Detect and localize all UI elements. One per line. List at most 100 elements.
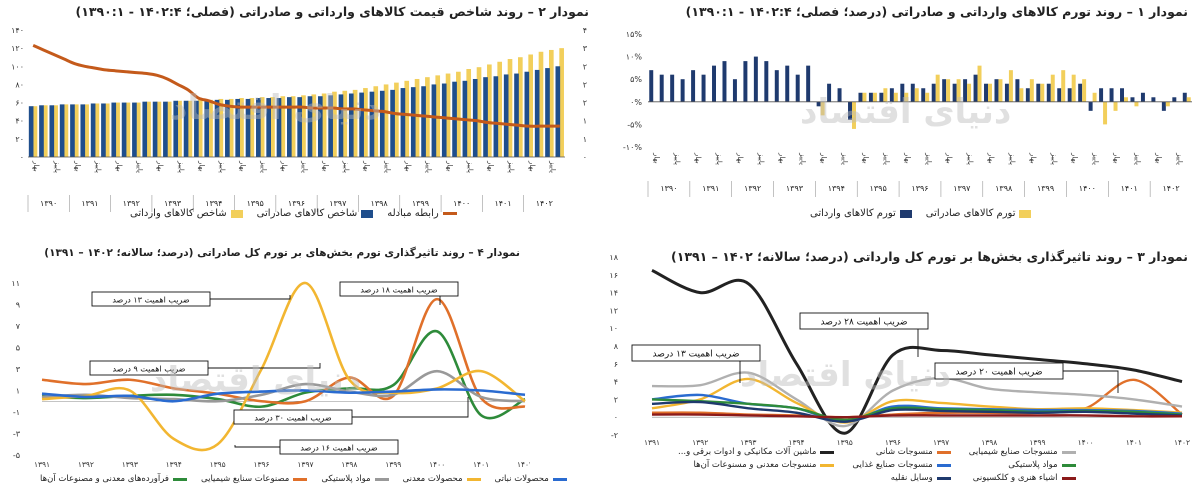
bar-import bbox=[507, 59, 513, 157]
bar-export bbox=[328, 95, 333, 157]
bar-export bbox=[39, 105, 44, 157]
x-tick-label: بهار bbox=[32, 160, 40, 172]
bar-export bbox=[555, 66, 561, 157]
x-tick-label: بهار bbox=[778, 152, 786, 164]
bar-export bbox=[545, 68, 550, 157]
bar-import bbox=[73, 104, 79, 157]
bar-import-inflation bbox=[900, 83, 905, 102]
bar-export bbox=[524, 71, 530, 157]
bar-import-inflation bbox=[931, 83, 936, 102]
x-tick-label: ۱۳۹۳ bbox=[740, 438, 756, 447]
y-tick-label: ۱۰۰ bbox=[11, 62, 24, 71]
x-tick-label: بهار bbox=[1113, 152, 1121, 164]
bar-export bbox=[421, 86, 426, 157]
bar-import-inflation bbox=[712, 65, 716, 102]
bar-export-inflation bbox=[935, 74, 940, 102]
bar-import bbox=[228, 98, 234, 157]
legend-label: منسوجات صنایع غذایی bbox=[852, 460, 933, 470]
x-tick-label: بهار bbox=[156, 160, 164, 172]
bar-import-inflation bbox=[691, 70, 696, 102]
x-tick-label: پاییز bbox=[383, 160, 391, 173]
annotation-label: ضریب اهمیت ۱۳ درصد bbox=[112, 296, 189, 305]
x-tick-label: ۱۳۹۴ bbox=[166, 460, 182, 469]
x-tick-label: بهار bbox=[487, 160, 495, 172]
x-tick-label: ۱۳۹۵ bbox=[210, 460, 226, 469]
x-tick-label: ۱۴۰۱ bbox=[473, 460, 489, 469]
x-tick-label: ۱۳۹۶ bbox=[885, 438, 901, 447]
bar-export-inflation bbox=[946, 79, 951, 102]
y-tick-label: ۱۲ bbox=[609, 306, 618, 315]
bar-export bbox=[152, 101, 158, 157]
bar-export-inflation bbox=[883, 88, 888, 102]
y-tick-label: ۸۰ bbox=[15, 80, 24, 89]
x-tick-label: پاییز bbox=[177, 160, 185, 173]
bar-export bbox=[173, 100, 179, 157]
annotation-label: ضریب اهمیت ۲۸ درصد bbox=[821, 318, 908, 328]
x-tick-label: ۱۳۹۹ bbox=[1029, 438, 1045, 447]
bar-import-inflation bbox=[879, 92, 884, 102]
bar-export bbox=[286, 97, 292, 157]
annotation-box bbox=[934, 362, 1064, 380]
bar-import bbox=[538, 51, 544, 157]
bar-export bbox=[266, 98, 271, 157]
year-label: ۱۴۰۱ bbox=[494, 199, 511, 208]
x-tick-label: بهار bbox=[280, 160, 288, 172]
bar-export bbox=[111, 102, 117, 157]
x-tick-label: ۱۳۹۶ bbox=[253, 460, 269, 469]
y-tick-label: ۳ bbox=[583, 44, 588, 53]
bar-export bbox=[28, 106, 34, 157]
bar-export-inflation bbox=[977, 65, 982, 102]
bar-export-inflation bbox=[852, 101, 856, 129]
bar-export-inflation bbox=[1019, 88, 1024, 102]
legend-label: منسوجات شانی bbox=[875, 447, 933, 457]
bar-import-inflation bbox=[848, 101, 852, 120]
bar-import bbox=[249, 98, 255, 157]
bar-export bbox=[514, 73, 519, 157]
legend-label: شاخص کالاهای وارداتی bbox=[130, 208, 227, 219]
bar-export bbox=[503, 74, 509, 157]
y-tick-label: ۵% bbox=[630, 75, 642, 84]
x-tick-label: بهار bbox=[1029, 152, 1037, 164]
bar-import-inflation bbox=[774, 70, 779, 102]
legend-item: ماشین آلات مکانیکی و ادوات برقی و... bbox=[678, 447, 835, 457]
bar-import bbox=[414, 78, 420, 157]
legend-label: منسوجات معدنی و مسنوعات آن‌ها bbox=[693, 460, 817, 470]
bar-export bbox=[276, 98, 282, 157]
bar-export bbox=[163, 101, 168, 157]
bar-import bbox=[135, 102, 141, 157]
x-tick-label: بهار bbox=[528, 160, 536, 172]
x-tick-label: پاییز bbox=[882, 152, 890, 165]
x-tick-label: ۱۳۹۸ bbox=[981, 438, 997, 447]
annotation-label: ضریب اهمیت ۱۸ درصد bbox=[360, 286, 437, 295]
chart-panel-1: نمودار ۱ – روند تورم کالاهای وارداتی و ص… bbox=[600, 0, 1200, 235]
y-tick-label: ۳ bbox=[16, 365, 21, 374]
bar-import bbox=[156, 101, 162, 157]
x-tick-label: پاییز bbox=[673, 152, 681, 165]
year-label: ۱۳۹۶ bbox=[911, 184, 928, 193]
bar-export-inflation bbox=[1082, 79, 1087, 102]
bar-import bbox=[218, 98, 224, 157]
line-terms-of-trade bbox=[32, 44, 560, 128]
bar-import bbox=[456, 71, 461, 157]
y-tick-label: ۱۶ bbox=[609, 271, 618, 280]
chart-3-title: نمودار ۳ – روند تاثیرگذاری بخش‌ها بر تور… bbox=[671, 249, 1188, 264]
bar-export bbox=[379, 90, 385, 157]
bar-import bbox=[373, 86, 379, 157]
annotation-leader bbox=[210, 295, 291, 300]
bar-export bbox=[369, 91, 375, 157]
legend-label: مصنوعات سنایع شیمیایی bbox=[201, 474, 290, 484]
x-tick-label: پاییز bbox=[259, 160, 267, 173]
bar-import bbox=[497, 61, 503, 157]
bar-import-inflation bbox=[1046, 83, 1051, 102]
bar-import bbox=[208, 99, 213, 157]
bar-import-inflation bbox=[785, 65, 790, 102]
bar-export-inflation bbox=[820, 101, 825, 116]
bar-import-inflation bbox=[973, 74, 978, 102]
x-tick-label: بهار bbox=[115, 160, 123, 172]
legend-item: منسوجات شانی bbox=[852, 447, 951, 457]
bar-import-inflation bbox=[1120, 88, 1124, 102]
legend-item: شاخص کالاهای صادراتی bbox=[257, 208, 374, 219]
y-tick-label: ۷ bbox=[16, 322, 21, 331]
bar-import bbox=[476, 67, 482, 157]
chart-4-title: نمودار ۴ – روند تاثیرگذاری تورم بخش‌های … bbox=[44, 247, 520, 259]
